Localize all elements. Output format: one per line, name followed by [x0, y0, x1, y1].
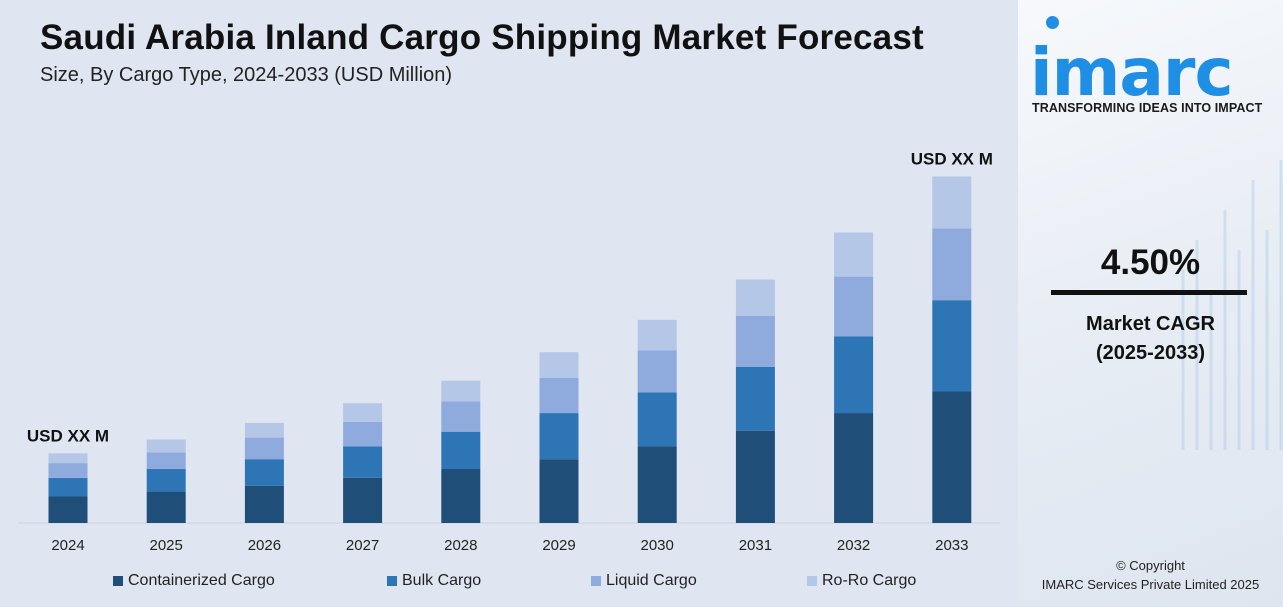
x-tick-label-2025: 2025	[150, 537, 183, 554]
bar-segment-bulk-cargo-2025	[146, 469, 186, 492]
legend-item-bulk-cargo: Bulk Cargo	[387, 572, 481, 590]
legend-swatch	[113, 576, 123, 586]
bar-segment-bulk-cargo-2032	[834, 336, 874, 414]
bar-segment-ro-ro-cargo-2025	[146, 439, 186, 453]
side-panel: imarc TRANSFORMING IDEAS INTO IMPACT 4.5…	[1018, 0, 1283, 607]
cagr-period: (2025-2033)	[1096, 342, 1205, 364]
bar-segment-liquid-cargo-2025	[146, 452, 186, 470]
bar-annotation-2033: USD XX M	[911, 150, 993, 169]
bar-segment-ro-ro-cargo-2026	[244, 422, 284, 438]
bar-segment-containerized-cargo-2033	[932, 391, 972, 523]
x-tick-label-2031: 2031	[739, 537, 772, 554]
x-tick-label-2028: 2028	[444, 537, 477, 554]
imarc-logo: imarc	[1030, 10, 1275, 106]
bar-segment-containerized-cargo-2029	[539, 459, 579, 523]
bar-segment-ro-ro-cargo-2024	[48, 453, 88, 464]
bar-segment-ro-ro-cargo-2031	[735, 279, 775, 316]
bar-segment-containerized-cargo-2025	[146, 491, 186, 523]
legend-label: Containerized Cargo	[128, 572, 275, 589]
logo-wordmark: imarc	[1030, 34, 1234, 111]
cagr-label: Market CAGR	[1086, 313, 1215, 335]
bar-segment-containerized-cargo-2027	[343, 477, 383, 523]
bar-segment-ro-ro-cargo-2027	[343, 403, 383, 422]
legend-label: Ro-Ro Cargo	[822, 572, 917, 589]
bar-segment-liquid-cargo-2027	[343, 421, 383, 447]
x-tick-label-2024: 2024	[51, 537, 84, 554]
bar-segment-liquid-cargo-2033	[932, 228, 972, 301]
bar-segment-bulk-cargo-2031	[735, 366, 775, 431]
bar-segment-liquid-cargo-2028	[441, 401, 481, 432]
legend-swatch	[591, 576, 601, 586]
bar-segment-bulk-cargo-2029	[539, 413, 579, 460]
legend-item-containerized-cargo: Containerized Cargo	[113, 572, 275, 590]
bar-segment-containerized-cargo-2028	[441, 469, 481, 523]
chart-legend: Containerized Cargo Bulk Cargo Liquid Carg…	[0, 572, 1018, 594]
legend-label: Bulk Cargo	[402, 572, 482, 589]
legend-swatch	[387, 576, 397, 586]
bar-segment-containerized-cargo-2031	[735, 430, 775, 523]
bar-segment-bulk-cargo-2030	[637, 392, 677, 447]
bar-segment-liquid-cargo-2032	[834, 276, 874, 337]
bar-annotation-2024: USD XX M	[27, 426, 109, 445]
bar-segment-containerized-cargo-2026	[244, 485, 284, 523]
decorative-chart-background	[1181, 160, 1283, 450]
bar-segment-containerized-cargo-2024	[48, 496, 88, 523]
x-tick-label-2033: 2033	[935, 537, 968, 554]
legend-swatch	[807, 576, 817, 586]
bar-segment-liquid-cargo-2031	[735, 315, 775, 367]
company-name: IMARC Services Private Limited 2025	[1041, 577, 1260, 592]
bar-segment-bulk-cargo-2026	[244, 459, 284, 486]
cagr-value: 4.50%	[1100, 243, 1201, 282]
bar-segment-bulk-cargo-2024	[48, 477, 88, 497]
cagr-label-block: Market CAGR (2025-2033)	[1018, 310, 1283, 368]
bar-segment-ro-ro-cargo-2029	[539, 352, 579, 378]
logo-tagline: TRANSFORMING IDEAS INTO IMPACT	[1032, 101, 1263, 115]
legend-item-liquid-cargo: Liquid Cargo	[591, 572, 697, 590]
bar-segment-bulk-cargo-2033	[932, 300, 972, 392]
x-tick-label-2029: 2029	[542, 537, 575, 554]
bar-segment-liquid-cargo-2029	[539, 377, 579, 414]
bar-segment-liquid-cargo-2024	[48, 463, 88, 478]
cagr-divider	[1051, 290, 1247, 295]
x-tick-label-2032: 2032	[837, 537, 870, 554]
logo-dot-icon	[1046, 16, 1059, 29]
bar-segment-ro-ro-cargo-2028	[441, 380, 481, 402]
bar-segment-liquid-cargo-2026	[244, 437, 284, 460]
chart-panel: Saudi Arabia Inland Cargo Shipping Marke…	[0, 0, 1018, 607]
stacked-bar-chart: 2024 2025 2026 2027 2028 2029 2030 2031 2032 2033…	[18, 150, 1000, 554]
copyright-block: © Copyright IMARC Services Private Limit…	[1018, 556, 1283, 594]
legend-label: Liquid Cargo	[606, 572, 697, 589]
bar-segment-ro-ro-cargo-2030	[637, 319, 677, 351]
x-tick-label-2030: 2030	[641, 537, 674, 554]
legend-item-ro-ro-cargo: Ro-Ro Cargo	[807, 572, 916, 590]
bar-segment-ro-ro-cargo-2033	[932, 176, 972, 229]
chart-subtitle: Size, By Cargo Type, 2024-2033 (USD Mill…	[40, 64, 453, 86]
copyright-text: © Copyright	[1116, 558, 1185, 573]
chart-title: Saudi Arabia Inland Cargo Shipping Marke…	[40, 18, 924, 57]
bar-segment-bulk-cargo-2028	[441, 431, 481, 470]
bar-segment-containerized-cargo-2030	[637, 446, 677, 523]
bar-segment-containerized-cargo-2032	[834, 413, 874, 523]
x-tick-label-2026: 2026	[248, 537, 281, 554]
bar-segment-liquid-cargo-2030	[637, 350, 677, 393]
bar-segment-bulk-cargo-2027	[343, 446, 383, 478]
x-tick-label-2027: 2027	[346, 537, 379, 554]
bar-segment-ro-ro-cargo-2032	[834, 232, 874, 277]
